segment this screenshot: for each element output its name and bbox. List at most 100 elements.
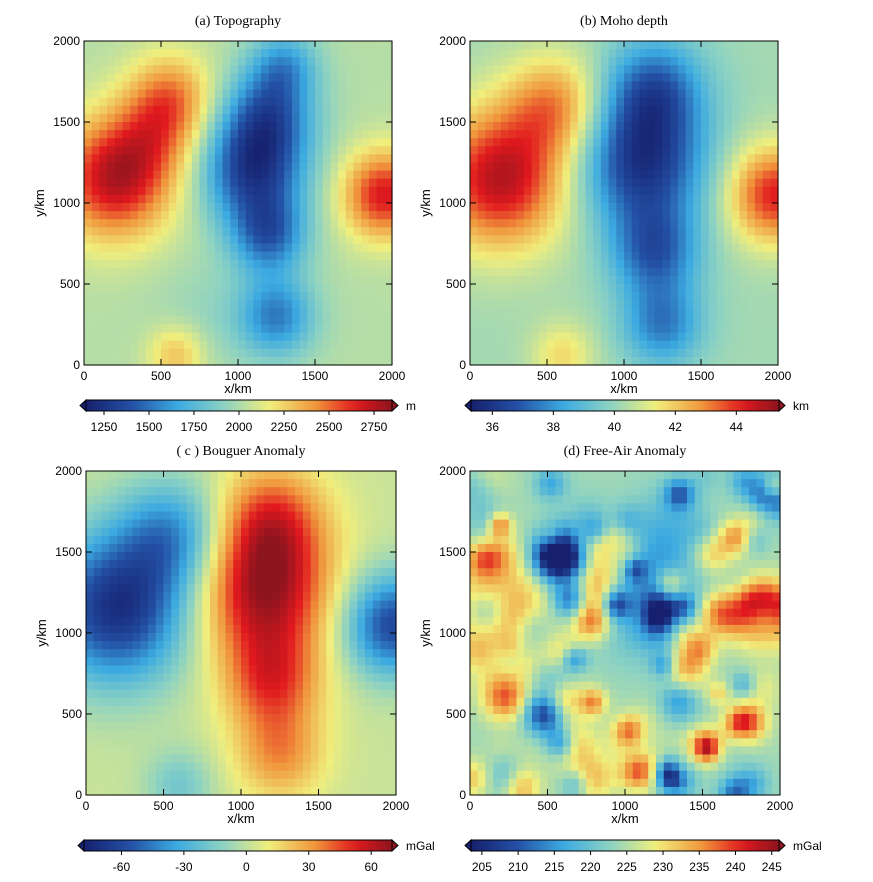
- heat-cell: [310, 641, 320, 650]
- heat-cell: [245, 89, 254, 99]
- heat-cell: [303, 479, 312, 488]
- heat-cell: [508, 284, 517, 293]
- heat-cell: [124, 738, 134, 747]
- heat-cell: [639, 138, 648, 147]
- heat-cell: [245, 275, 254, 285]
- heat-cell: [153, 57, 162, 66]
- heat-cell: [616, 235, 625, 245]
- heat-cell: [739, 203, 748, 212]
- heat-cell: [222, 300, 231, 309]
- heat-cell: [210, 527, 219, 537]
- heat-cell: [508, 211, 517, 220]
- heat-cell: [593, 89, 602, 99]
- heat-cell: [124, 616, 134, 626]
- heat-cell: [214, 89, 224, 99]
- heat-cell: [107, 170, 116, 180]
- heat-cell: [372, 689, 382, 699]
- heat-cell: [508, 154, 517, 164]
- heat-cell: [176, 203, 185, 212]
- heat-cell: [677, 292, 687, 301]
- heat-cell: [295, 471, 304, 480]
- heat-cell: [199, 194, 208, 204]
- heat-cell: [326, 576, 335, 585]
- heat-cell: [701, 162, 710, 172]
- heat-cell: [508, 348, 517, 358]
- heat-cell: [677, 316, 687, 326]
- heat-cell: [163, 697, 172, 707]
- heat-cell: [163, 479, 172, 488]
- heat-cell: [531, 65, 540, 74]
- heat-cell: [161, 146, 170, 155]
- heat-cell: [245, 81, 254, 91]
- heat-cell: [388, 503, 397, 513]
- heat-cell: [470, 97, 479, 107]
- heat-cell: [214, 235, 224, 245]
- heat-cell: [148, 641, 157, 650]
- heat-cell: [163, 495, 172, 504]
- heat-cell: [176, 41, 185, 50]
- heat-cell: [570, 267, 579, 277]
- heat-cell: [600, 300, 610, 309]
- x-tick-label: 1000: [611, 369, 638, 383]
- heat-cell: [616, 203, 625, 212]
- heat-cell: [616, 186, 625, 196]
- heat-cell: [670, 194, 679, 204]
- heat-cell: [639, 203, 648, 212]
- heat-cell: [194, 608, 203, 618]
- heat-cell: [303, 624, 312, 634]
- heat-cell: [577, 73, 587, 83]
- heat-cell: [276, 178, 285, 188]
- heat-cell: [245, 170, 254, 180]
- heat-cell: [287, 543, 296, 553]
- heat-cell: [654, 284, 664, 293]
- heat-cell: [264, 543, 273, 553]
- heat-cell: [155, 471, 165, 480]
- heat-cell: [500, 300, 510, 309]
- heat-cell: [624, 227, 633, 236]
- heat-cell: [148, 560, 157, 569]
- heat-cell: [155, 608, 165, 618]
- heat-cell: [485, 97, 494, 107]
- heat-cell: [101, 519, 110, 529]
- heat-cell: [500, 105, 510, 115]
- heat-cell: [701, 211, 710, 220]
- heat-cell: [322, 113, 331, 123]
- heat-cell: [114, 348, 124, 358]
- heat-cell: [677, 49, 687, 58]
- heat-cell: [171, 584, 180, 594]
- heat-cell: [372, 584, 382, 594]
- heat-cell: [291, 292, 301, 301]
- heat-cell: [176, 243, 185, 253]
- heat-cell: [485, 41, 494, 50]
- heat-cell: [284, 146, 293, 155]
- heat-cell: [132, 560, 141, 569]
- heat-cell: [107, 211, 116, 220]
- heat-cell: [137, 203, 147, 212]
- heat-cell: [303, 568, 312, 577]
- heat-cell: [762, 324, 771, 334]
- heat-cell: [291, 194, 301, 204]
- heat-cell: [122, 81, 131, 91]
- heat-cell: [330, 275, 339, 285]
- heat-cell: [303, 527, 312, 537]
- heat-cell: [272, 527, 281, 537]
- heat-cell: [84, 211, 93, 220]
- heat-cell: [91, 324, 100, 334]
- heat-cell: [238, 89, 247, 99]
- heat-cell: [770, 243, 779, 253]
- heat-cell: [500, 267, 510, 277]
- heat-cell: [523, 259, 533, 269]
- heat-cell: [708, 308, 717, 317]
- heat-cell: [724, 105, 733, 115]
- heat-cell: [93, 681, 103, 691]
- heat-cell: [357, 649, 366, 658]
- heat-cell: [357, 479, 366, 488]
- heat-cell: [299, 97, 308, 107]
- heat-cell: [124, 762, 134, 772]
- heat-cell: [93, 543, 103, 553]
- heat-cell: [341, 624, 351, 634]
- heat-cell: [238, 284, 247, 293]
- heat-cell: [334, 592, 343, 602]
- heat-cell: [163, 487, 172, 496]
- heat-cell: [130, 332, 139, 342]
